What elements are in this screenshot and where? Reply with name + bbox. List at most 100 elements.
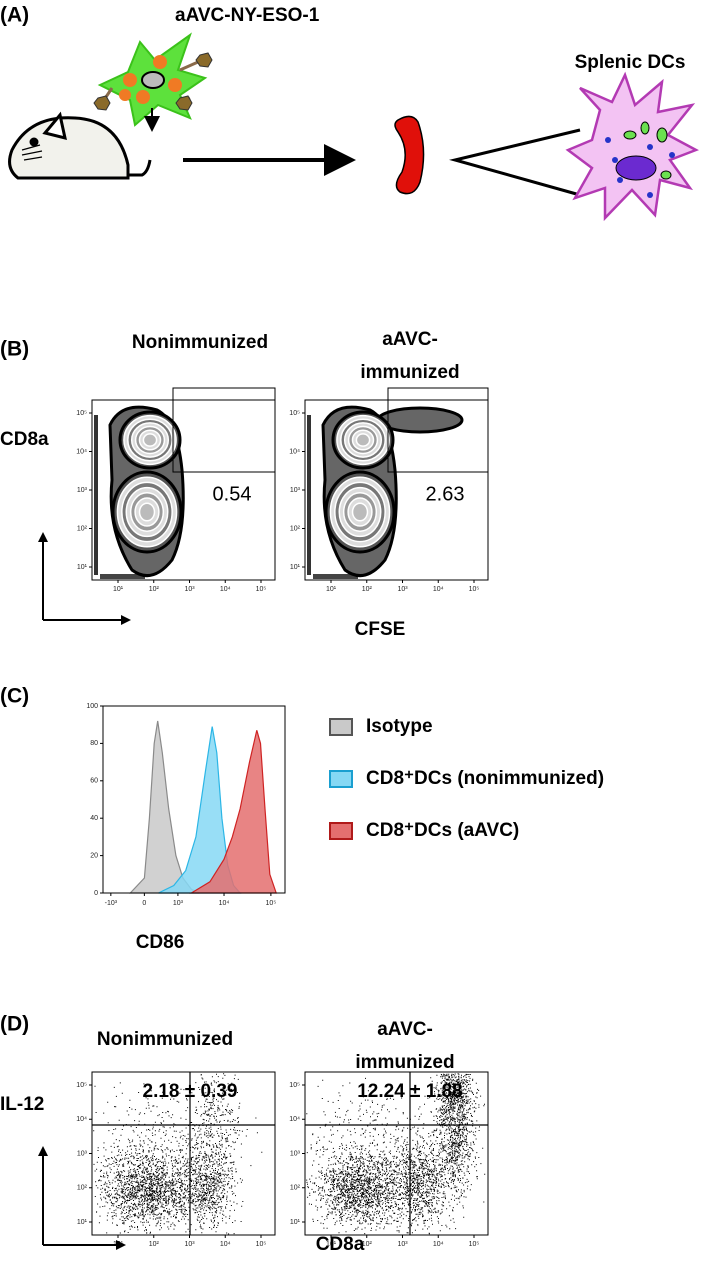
y-tick-label: 10¹ bbox=[290, 1219, 301, 1226]
histogram-area bbox=[189, 730, 278, 894]
y-tick-label: 10² bbox=[290, 525, 301, 532]
axis-arrows bbox=[42, 1152, 120, 1246]
bottom-edge bbox=[100, 574, 145, 579]
y-tick-label: 60 bbox=[90, 778, 98, 785]
y-tick-label: 10⁵ bbox=[76, 1082, 87, 1089]
x-axis-label: CD86 bbox=[136, 932, 185, 953]
panel-label: (C) bbox=[0, 685, 29, 708]
plot-title: Nonimmunized bbox=[132, 332, 268, 353]
legend-label: Isotype bbox=[366, 716, 433, 737]
plot-title: immunized bbox=[355, 1052, 454, 1073]
x-tick-label: 10¹ bbox=[326, 586, 337, 593]
vaccine-cell bbox=[93, 32, 213, 132]
contour bbox=[142, 433, 158, 447]
plot-title: Nonimmunized bbox=[97, 1029, 233, 1050]
y-tick-label: 10¹ bbox=[77, 564, 88, 571]
quadrant-value: 2.18 ± 0.39 bbox=[143, 1081, 238, 1102]
x-tick-label: 10² bbox=[149, 586, 160, 593]
y-tick-label: 10³ bbox=[77, 487, 88, 494]
target-label: Splenic DCs bbox=[575, 52, 686, 73]
panel-d: Nonimmunized 10¹ 10¹ 10² 10² 10³ 10³ 10⁴ 10⁴ 10⁵ 1… bbox=[76, 1019, 489, 1248]
legend-swatch bbox=[329, 770, 353, 788]
x-tick-label: 10¹ bbox=[326, 1241, 337, 1248]
y-tick-label: 10² bbox=[77, 525, 88, 532]
legend-swatch bbox=[329, 718, 353, 736]
x-tick-label: 10⁴ bbox=[433, 1241, 444, 1248]
bottom-edge bbox=[313, 574, 358, 579]
contour bbox=[355, 433, 371, 447]
gate bbox=[387, 387, 489, 473]
plot-title: aAVC- bbox=[382, 329, 438, 350]
vaccine-label: aAVC-NY-ESO-1 bbox=[175, 5, 320, 26]
x-tick-label: 10³ bbox=[397, 1241, 408, 1248]
y-tick-label: 10⁴ bbox=[76, 1116, 87, 1123]
contour bbox=[138, 502, 156, 522]
y-tick-label: 10⁵ bbox=[289, 410, 300, 417]
x-tick-label: 10⁴ bbox=[433, 586, 444, 593]
panel-label: (B) bbox=[0, 338, 29, 361]
x-tick-label: 10⁴ bbox=[220, 586, 231, 593]
quadrant-value: 12.24 ± 1.88 bbox=[357, 1081, 463, 1102]
x-tick-label: 10³ bbox=[173, 900, 184, 907]
plot-title: aAVC- bbox=[377, 1019, 433, 1040]
gate bbox=[172, 387, 276, 473]
branch-lines bbox=[449, 128, 581, 197]
y-tick-label: 10⁵ bbox=[76, 410, 87, 417]
y-tick-label: 10² bbox=[77, 1185, 88, 1192]
x-tick-label: 10⁵ bbox=[256, 1241, 267, 1248]
arrow-heads bbox=[38, 532, 131, 625]
y-tick-label: 10⁴ bbox=[76, 448, 87, 455]
y-axis-label: IL-12 bbox=[0, 1094, 44, 1115]
y-axis-label: CD8a bbox=[0, 429, 49, 450]
y-tick-label: 10² bbox=[290, 1185, 301, 1192]
plot-frame bbox=[102, 705, 286, 894]
x-tick-label: 10³ bbox=[184, 586, 195, 593]
x-tick-label: 10³ bbox=[397, 586, 408, 593]
contour bbox=[351, 502, 369, 522]
axis-arrows bbox=[42, 538, 125, 621]
panel-label: (A) bbox=[0, 4, 29, 27]
x-tick-label: 10⁴ bbox=[220, 1241, 231, 1248]
dendritic-cell bbox=[565, 71, 699, 222]
x-tick-label: 10⁵ bbox=[266, 900, 277, 907]
panel-c: 0 20 40 60 80 100 -10³ 0 10³ 10⁴ 10⁵ Isotype CD8⁺DCs… bbox=[86, 703, 604, 907]
y-tick-label: 20 bbox=[90, 852, 98, 859]
x-tick-label: 10⁵ bbox=[256, 586, 267, 593]
gate-value: 2.63 bbox=[426, 483, 465, 505]
x-tick-label: -10³ bbox=[105, 900, 118, 907]
y-tick-label: 10⁴ bbox=[289, 448, 300, 455]
x-tick-label: 10³ bbox=[184, 1241, 195, 1248]
x-tick-label: 10² bbox=[149, 1241, 160, 1248]
legend-label: CD8⁺DCs (nonimmunized) bbox=[366, 768, 604, 789]
legend-swatch bbox=[329, 822, 353, 840]
y-tick-label: 0 bbox=[94, 890, 98, 897]
x-tick-label: 10⁴ bbox=[219, 900, 230, 907]
y-tick-label: 100 bbox=[86, 703, 98, 710]
x-axis-label: CD8a bbox=[316, 1234, 365, 1255]
x-tick-label: 10⁵ bbox=[469, 1241, 480, 1248]
y-tick-label: 10⁴ bbox=[289, 1116, 300, 1123]
legend-label: CD8⁺DCs (aAVC) bbox=[366, 820, 519, 841]
y-tick-label: 80 bbox=[90, 740, 98, 747]
y-tick-label: 10³ bbox=[290, 1150, 301, 1157]
x-tick-label: 10⁵ bbox=[469, 586, 480, 593]
spleen bbox=[394, 115, 425, 195]
x-tick-label: 0 bbox=[142, 900, 146, 907]
y-tick-label: 10¹ bbox=[77, 1219, 88, 1226]
panel-label: (D) bbox=[0, 1013, 29, 1036]
panel-b: Nonimmunized 10¹ 10¹ 10² 10² 10³ 10³ 10⁴ 10⁴ 10⁵ 1… bbox=[76, 329, 489, 593]
left-edge bbox=[94, 415, 98, 575]
plot-title: immunized bbox=[360, 362, 459, 383]
left-edge bbox=[307, 415, 311, 575]
x-tick-label: 10¹ bbox=[113, 586, 124, 593]
gate-value: 0.54 bbox=[213, 483, 252, 505]
x-axis-label: CFSE bbox=[355, 619, 406, 640]
y-tick-label: 10¹ bbox=[290, 564, 301, 571]
y-tick-label: 40 bbox=[90, 815, 98, 822]
x-tick-label: 10² bbox=[362, 586, 373, 593]
mouse bbox=[8, 111, 152, 180]
y-tick-label: 10³ bbox=[77, 1150, 88, 1157]
y-tick-label: 10³ bbox=[290, 487, 301, 494]
